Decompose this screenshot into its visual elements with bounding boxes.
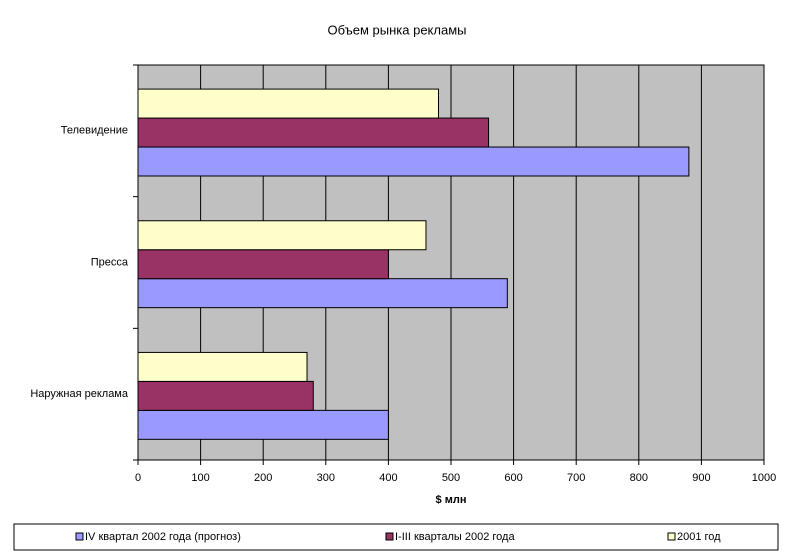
chart-title: Объем рынка рекламы [328, 22, 467, 37]
legend-label: IV квартал 2002 года (прогноз) [85, 531, 241, 543]
legend [13, 523, 779, 551]
x-tick-label: 400 [379, 472, 397, 484]
x-tick-label: 700 [567, 472, 585, 484]
bar [137, 220, 427, 251]
x-tick-label: 1000 [752, 472, 776, 484]
x-axis-title: $ млн [436, 494, 467, 506]
bar [137, 278, 508, 309]
x-tick-label: 300 [317, 472, 335, 484]
legend-swatch [667, 532, 676, 541]
bar [137, 249, 389, 280]
x-tick-label: 100 [191, 472, 209, 484]
y-tick-label: Наружная реклама [30, 388, 129, 400]
plot-border [137, 64, 765, 461]
x-tick-label: 900 [692, 472, 710, 484]
bar [137, 146, 690, 177]
x-tick-label: 500 [442, 472, 460, 484]
x-tick-label: 600 [504, 472, 522, 484]
x-tick-label: 200 [254, 472, 272, 484]
x-tick-label: 800 [630, 472, 648, 484]
y-tick-label: Телевидение [61, 125, 128, 137]
bar [137, 88, 439, 119]
legend-label: I-III кварталы 2002 года [395, 531, 515, 543]
legend-swatch [385, 532, 394, 541]
legend-label: 2001 год [677, 531, 721, 543]
bar [137, 117, 490, 148]
bar [137, 351, 308, 382]
bar [137, 409, 389, 440]
legend-swatch [75, 532, 84, 541]
x-tick-label: 0 [135, 472, 141, 484]
y-tick-label: Пресса [91, 256, 129, 268]
bar [137, 380, 314, 411]
